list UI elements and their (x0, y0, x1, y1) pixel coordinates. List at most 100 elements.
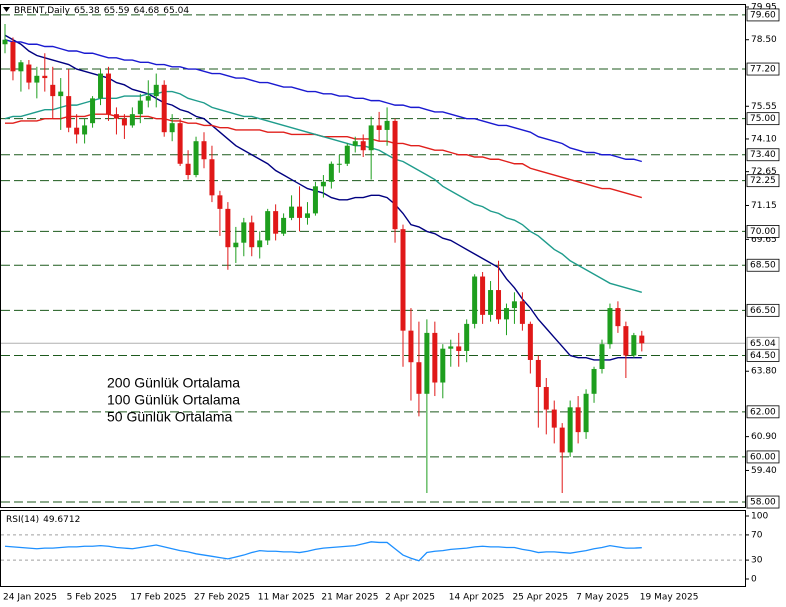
legend-entry: 50 Günlük Ortalama (107, 409, 232, 425)
candle-body (591, 368, 597, 394)
x-tick-label: 14 Apr 2025 (449, 593, 505, 603)
y-tick-label: 79.95 (751, 3, 777, 13)
x-tick-label: 21 Mar 2025 (321, 593, 378, 603)
rsi-tick-label: 30 (751, 556, 763, 566)
y-tick-label: 78.50 (751, 35, 777, 45)
current-price-label: 65.04 (750, 339, 776, 349)
x-tick-label: 19 May 2025 (640, 593, 699, 603)
level-label-box (746, 8, 780, 22)
rsi-panel-frame (0, 510, 746, 587)
candle-body (90, 98, 96, 124)
candle-body (320, 181, 326, 187)
candle-body (384, 120, 390, 130)
candle-body (336, 163, 342, 165)
level-label-box (746, 112, 780, 126)
y-tick-label: 59.40 (751, 466, 777, 476)
y-tick-label: 60.90 (751, 432, 777, 442)
candle-body (400, 229, 406, 331)
x-tick-label: 25 Apr 2025 (512, 593, 568, 603)
candle-body (129, 114, 135, 126)
candle-body (273, 211, 279, 234)
x-tick-label: 11 Mar 2025 (258, 593, 315, 603)
candle-body (432, 332, 438, 383)
candle-body (193, 141, 199, 176)
level-label-box (746, 258, 780, 272)
rsi-last-value: 49.6712 (43, 515, 80, 525)
candle-body (352, 141, 358, 146)
candle-body (297, 206, 303, 218)
candle-body (145, 96, 151, 101)
rsi-tick-label: 70 (751, 530, 763, 540)
candle-body (161, 84, 167, 133)
moving-average-line (4, 90, 642, 293)
candle-body (312, 186, 318, 214)
level-label-box (746, 174, 780, 188)
candle-body (113, 114, 119, 119)
y-tick-label: 63.80 (751, 367, 777, 377)
candle-body (137, 100, 143, 115)
candle-body (18, 62, 24, 72)
candle-body (503, 308, 509, 320)
candle-body (217, 195, 223, 209)
collapse-icon[interactable] (3, 7, 10, 12)
candle-body (153, 84, 159, 97)
candle-body (511, 301, 517, 309)
x-tick-label: 27 Feb 2025 (194, 593, 250, 603)
current-price-box (746, 336, 780, 350)
candle-body (543, 387, 549, 410)
symbol: BRENT,Daily (14, 6, 71, 16)
x-tick-label: 5 Feb 2025 (67, 593, 117, 603)
y-tick-label: 74.10 (751, 134, 777, 144)
candle-body (34, 75, 40, 83)
last-low: 64.68 (134, 6, 160, 16)
candle-body (440, 348, 446, 383)
x-tick-label: 2 Apr 2025 (385, 593, 435, 603)
candle-body (480, 276, 486, 315)
last-close: 65.04 (163, 6, 189, 16)
legend-entry: 100 Günlük Ortalama (107, 392, 240, 408)
candle-body (567, 407, 573, 453)
candle-body (177, 123, 183, 164)
candle-body (233, 242, 239, 248)
rsi-line (4, 541, 642, 562)
candle-body (448, 346, 454, 349)
candle-body (74, 127, 80, 135)
candle-body (328, 163, 334, 182)
candle-body (169, 123, 175, 133)
level-label: 60.00 (750, 452, 776, 462)
candle-body (304, 213, 310, 218)
level-label-box (746, 62, 780, 76)
candle-body (185, 163, 191, 176)
candle-body (209, 159, 215, 196)
candle-body (249, 222, 255, 248)
candle-body (631, 335, 637, 356)
rsi-name: RSI(14) (6, 515, 39, 525)
level-label-box (746, 450, 780, 464)
candle-body (519, 301, 525, 324)
level-label: 72.25 (750, 176, 776, 186)
candle-body (82, 125, 88, 135)
candle-body (42, 75, 48, 79)
candle-body (424, 332, 430, 394)
price-panel-frame (0, 4, 746, 508)
candle-body (472, 276, 478, 324)
chart-header: BRENT,Daily 65.38 65.59 64.68 65.04 (14, 6, 189, 16)
levels-layer (1, 14, 745, 561)
candle-body (105, 73, 111, 115)
candle-body (2, 39, 8, 45)
candle-body (360, 141, 366, 151)
x-tick-label: 24 Jan 2025 (3, 593, 57, 603)
candle-body (201, 141, 207, 160)
level-label-box (746, 303, 780, 317)
candle-body (416, 362, 422, 394)
candle-body (265, 211, 271, 241)
level-label-box (746, 148, 780, 162)
candle-body (281, 217, 287, 234)
level-label: 70.00 (750, 227, 776, 237)
candle-body (289, 206, 295, 218)
rsi-tick-label: 100 (751, 512, 768, 522)
candle-body (456, 346, 462, 351)
level-label: 77.20 (750, 65, 776, 75)
y-tick-label: 71.15 (751, 201, 777, 211)
